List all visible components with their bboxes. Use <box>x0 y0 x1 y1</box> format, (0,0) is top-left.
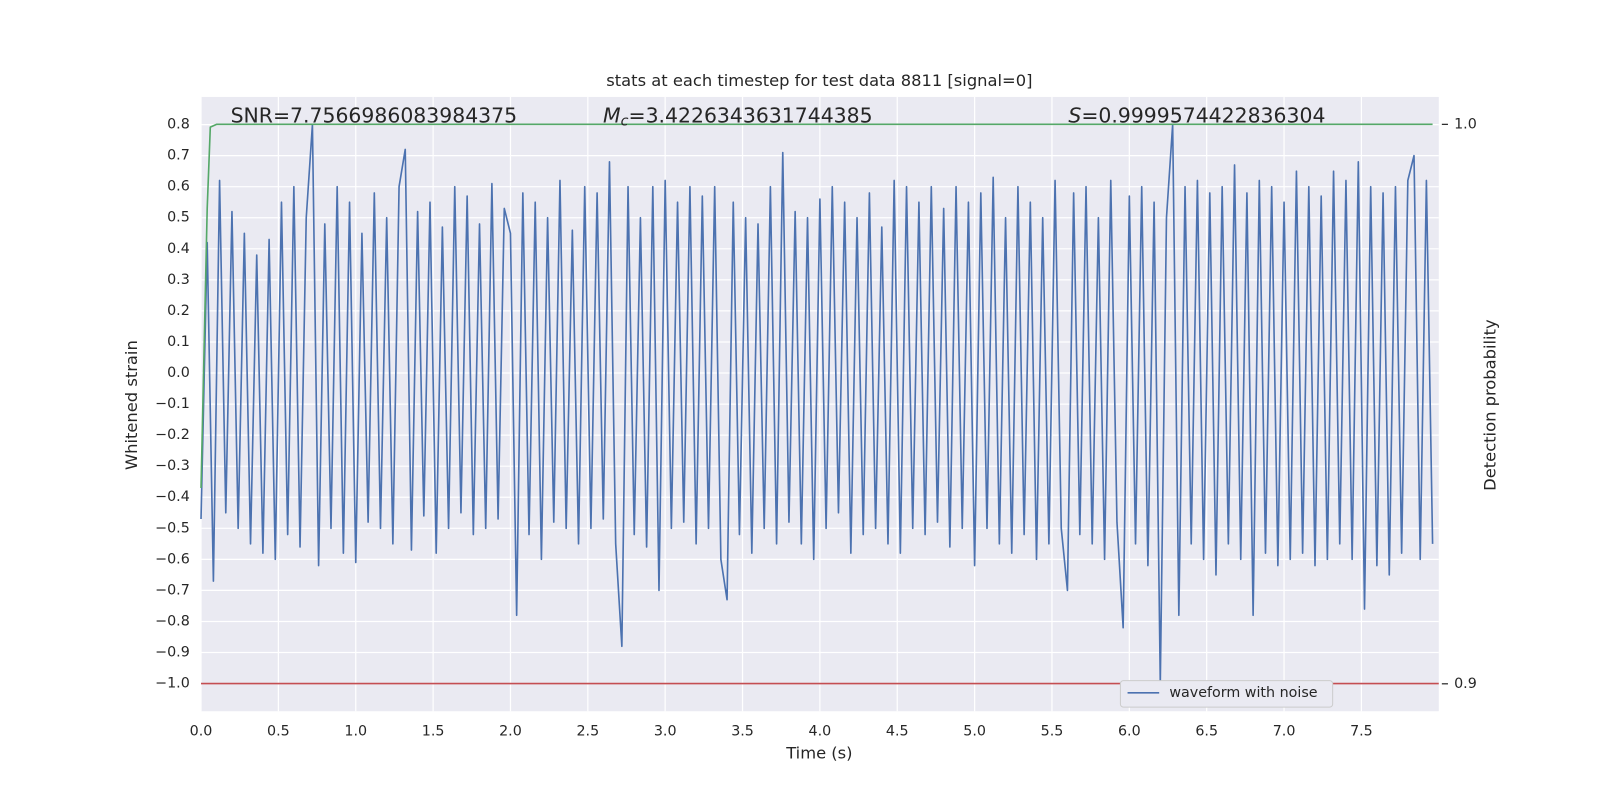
y-tick-label: 0.7 <box>167 148 190 164</box>
y-tick-label: −0.8 <box>155 613 190 629</box>
y-tick-label: −1.0 <box>155 676 190 692</box>
x-tick-label: 2.0 <box>499 724 522 740</box>
x-tick-label: 0.5 <box>267 724 290 740</box>
series-line <box>200 123 1433 489</box>
y-tick-label: −0.9 <box>155 645 190 661</box>
annotation-text: =0.9999574422836304 <box>1081 103 1325 127</box>
y-tick-label: −0.5 <box>155 520 190 536</box>
x-tick-label: 4.0 <box>809 724 832 740</box>
y-tick-label: −0.6 <box>155 551 190 567</box>
x-tick-label: 7.5 <box>1350 724 1373 740</box>
annotation-symbol: S <box>1068 103 1081 127</box>
y-tick-label: 0.5 <box>167 210 190 226</box>
y-tick-label: −0.4 <box>155 489 190 505</box>
y2-tick-label: 0.9 <box>1454 676 1477 692</box>
y-axis-label: Whitened strain <box>122 340 141 470</box>
annotation: S=0.9999574422836304 <box>1068 103 1325 127</box>
y-tick-label: −0.1 <box>155 396 190 412</box>
annotation-subscript: c <box>621 113 629 129</box>
annotation: SNR=7.7566986083984375 <box>231 103 517 127</box>
x-tick-label: 6.0 <box>1118 724 1141 740</box>
x-tick-label: 2.5 <box>576 724 599 740</box>
y-tick-label: 0.3 <box>167 272 190 288</box>
annotation-text: =3.4226343631744385 <box>628 103 872 127</box>
x-tick-label: 6.5 <box>1195 724 1218 740</box>
x-axis-label: Time (s) <box>785 744 852 763</box>
y-tick-label: −0.3 <box>155 458 190 474</box>
x-tick-label: 3.5 <box>731 724 754 740</box>
y-tick-label: 0.0 <box>167 365 190 381</box>
x-tick-label: 1.0 <box>344 724 367 740</box>
y2-tick-label: 1.0 <box>1454 116 1477 132</box>
y-tick-label: 0.4 <box>167 241 190 257</box>
x-tick-label: 5.0 <box>963 724 986 740</box>
y-tick-label: −0.2 <box>155 427 190 443</box>
y-tick-label: 0.1 <box>167 334 190 350</box>
x-tick-label: 4.5 <box>886 724 909 740</box>
y-tick-label: 0.2 <box>167 303 190 319</box>
y-tick-label: 0.6 <box>167 179 190 195</box>
annotation-text: SNR=7.7566986083984375 <box>231 103 517 127</box>
x-tick-label: 1.5 <box>422 724 445 740</box>
chart-title: stats at each timestep for test data 881… <box>606 71 1032 90</box>
x-tick-label: 3.0 <box>654 724 677 740</box>
legend: waveform with noise <box>1119 680 1334 708</box>
y-tick-label: 0.8 <box>167 117 190 133</box>
x-tick-label: 7.0 <box>1273 724 1296 740</box>
x-tick-label: 0.0 <box>190 724 213 740</box>
legend-label: waveform with noise <box>1169 685 1317 701</box>
x-tick-label: 5.5 <box>1041 724 1064 740</box>
annotation: Mc=3.4226343631744385 <box>603 103 873 129</box>
annotation-symbol: M <box>603 103 621 127</box>
y-tick-label: −0.7 <box>155 582 190 598</box>
series-line <box>200 123 1434 685</box>
y2-axis-label: Detection probability <box>1480 319 1499 491</box>
legend-box <box>1119 680 1334 708</box>
